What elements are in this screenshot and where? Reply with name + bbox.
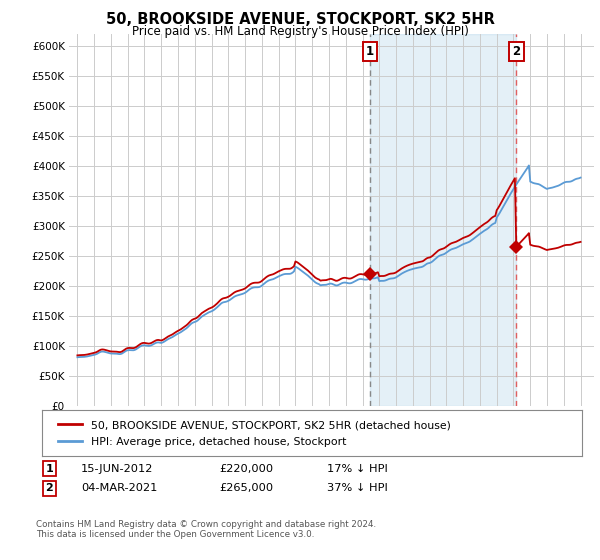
Text: Price paid vs. HM Land Registry's House Price Index (HPI): Price paid vs. HM Land Registry's House … [131, 25, 469, 38]
Legend: 50, BROOKSIDE AVENUE, STOCKPORT, SK2 5HR (detached house), HPI: Average price, d: 50, BROOKSIDE AVENUE, STOCKPORT, SK2 5HR… [53, 414, 456, 452]
Text: 50, BROOKSIDE AVENUE, STOCKPORT, SK2 5HR: 50, BROOKSIDE AVENUE, STOCKPORT, SK2 5HR [106, 12, 494, 27]
Text: 37% ↓ HPI: 37% ↓ HPI [327, 483, 388, 493]
Text: 2: 2 [512, 45, 520, 58]
Text: £265,000: £265,000 [219, 483, 273, 493]
Text: Contains HM Land Registry data © Crown copyright and database right 2024.
This d: Contains HM Land Registry data © Crown c… [36, 520, 376, 539]
Text: 1: 1 [46, 464, 53, 474]
Text: 17% ↓ HPI: 17% ↓ HPI [327, 464, 388, 474]
Text: 15-JUN-2012: 15-JUN-2012 [81, 464, 154, 474]
Bar [370, 34, 517, 406]
Text: 2: 2 [46, 483, 53, 493]
Text: £220,000: £220,000 [219, 464, 273, 474]
Text: 04-MAR-2021: 04-MAR-2021 [81, 483, 157, 493]
Text: 1: 1 [366, 45, 374, 58]
